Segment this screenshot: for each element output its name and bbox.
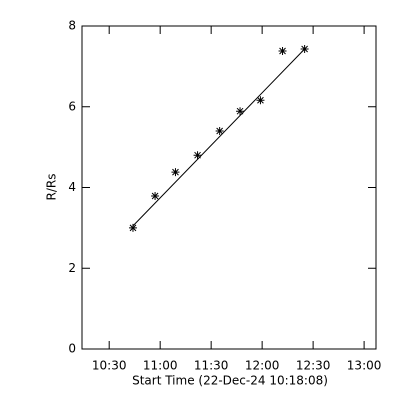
data-point [215,126,224,135]
y-tick-label: 6 [68,99,76,113]
x-tick-label: 11:30 [194,359,229,373]
data-point [171,168,180,177]
data-point [256,96,265,105]
data-point [193,151,202,160]
x-tick-label: 13:00 [347,359,382,373]
y-tick-label: 8 [68,19,76,33]
x-axis-label: Start Time (22-Dec-24 10:18:08) [132,374,328,388]
x-tick-label: 11:00 [143,359,178,373]
y-axis-label: R/Rs [45,174,59,201]
y-tick-label: 4 [68,180,76,194]
plot-frame [81,25,377,350]
y-tick-label: 0 [68,342,76,356]
x-tick-label: 10:30 [92,359,127,373]
x-tick-label: 12:30 [296,359,331,373]
fit-line [132,48,305,227]
x-tick-label: 12:00 [245,359,280,373]
y-tick-label: 2 [68,261,76,275]
data-point [278,47,287,56]
data-point [128,223,137,232]
data-point [300,45,309,54]
data-point [236,107,245,116]
data-point [151,191,160,200]
